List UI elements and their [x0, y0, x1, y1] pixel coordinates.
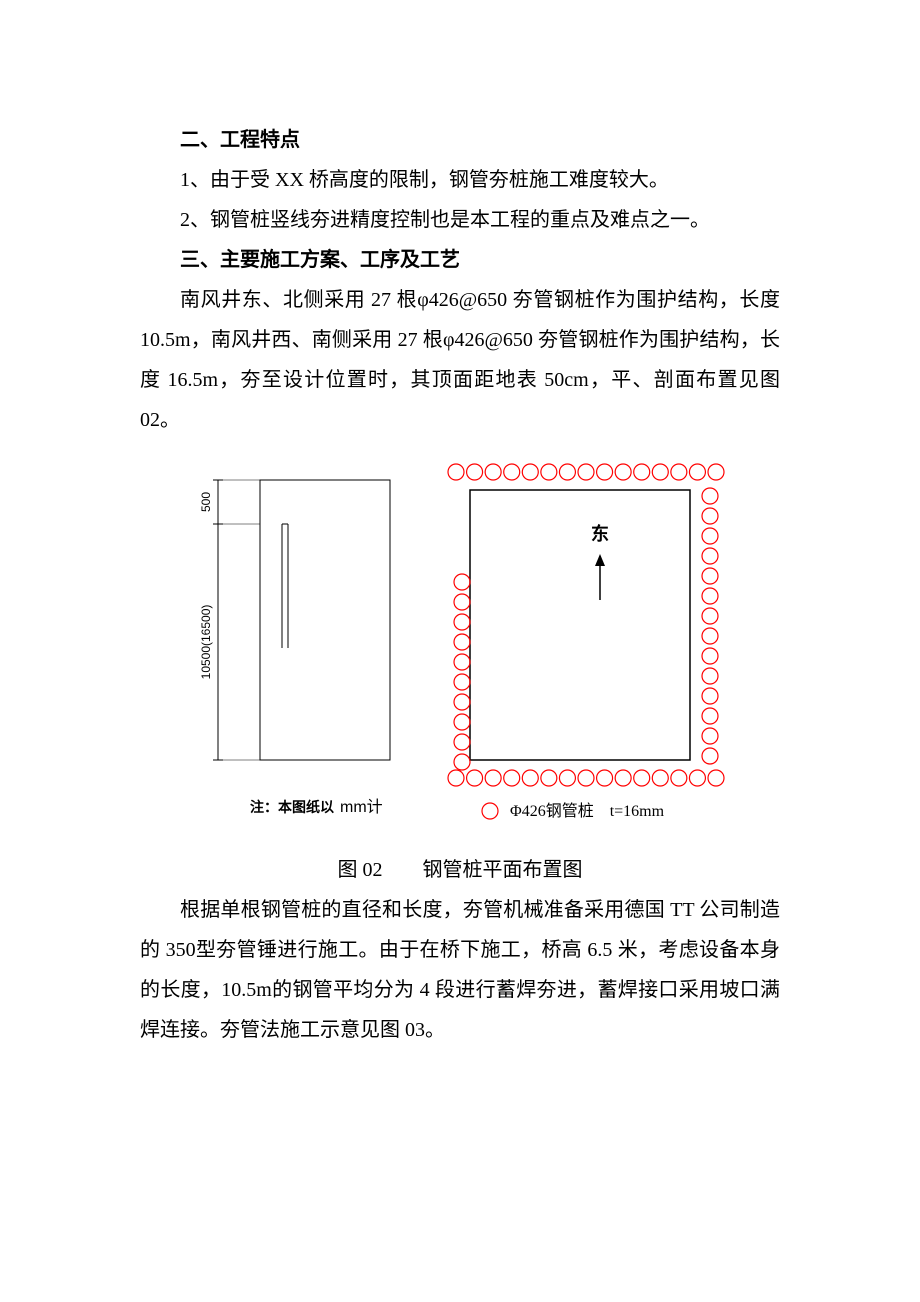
figure-02-svg: 10500(16500) 500 东注：本图纸以 mm计 Φ426钢管桩 t=16mm — [180, 460, 740, 840]
svg-text:东: 东 — [591, 523, 609, 544]
figure-02-container: 10500(16500) 500 东注：本图纸以 mm计 Φ426钢管桩 t=16mm — [140, 460, 780, 840]
section-2-para-2: 2、钢管桩竖线夯进精度控制也是本工程的重点及难点之一。 — [140, 200, 780, 240]
section-2-para-1: 1、由于受 XX 桥高度的限制，钢管夯桩施工难度较大。 — [140, 160, 780, 200]
section-3-para-2: 根据单根钢管桩的直径和长度，夯管机械准备采用德国 TT 公司制造的 350型夯管… — [140, 890, 780, 1050]
document-page: 二、工程特点 1、由于受 XX 桥高度的限制，钢管夯桩施工难度较大。 2、钢管桩… — [0, 0, 920, 1110]
section-3-heading: 三、主要施工方案、工序及工艺 — [140, 240, 780, 280]
svg-text:mm计: mm计 — [340, 798, 383, 816]
svg-text:10500(16500): 10500(16500) — [199, 605, 213, 680]
svg-text:注：本图纸以: 注：本图纸以 — [250, 799, 334, 816]
figure-02-caption: 图 02 钢管桩平面布置图 — [140, 850, 780, 890]
svg-text:Φ426钢管桩 t=16mm: Φ426钢管桩 t=16mm — [510, 802, 665, 820]
svg-text:500: 500 — [199, 492, 213, 512]
section-3-para-1: 南风井东、北侧采用 27 根φ426@650 夯管钢桩作为围护结构，长度 10.… — [140, 280, 780, 440]
section-2-heading: 二、工程特点 — [140, 120, 780, 160]
